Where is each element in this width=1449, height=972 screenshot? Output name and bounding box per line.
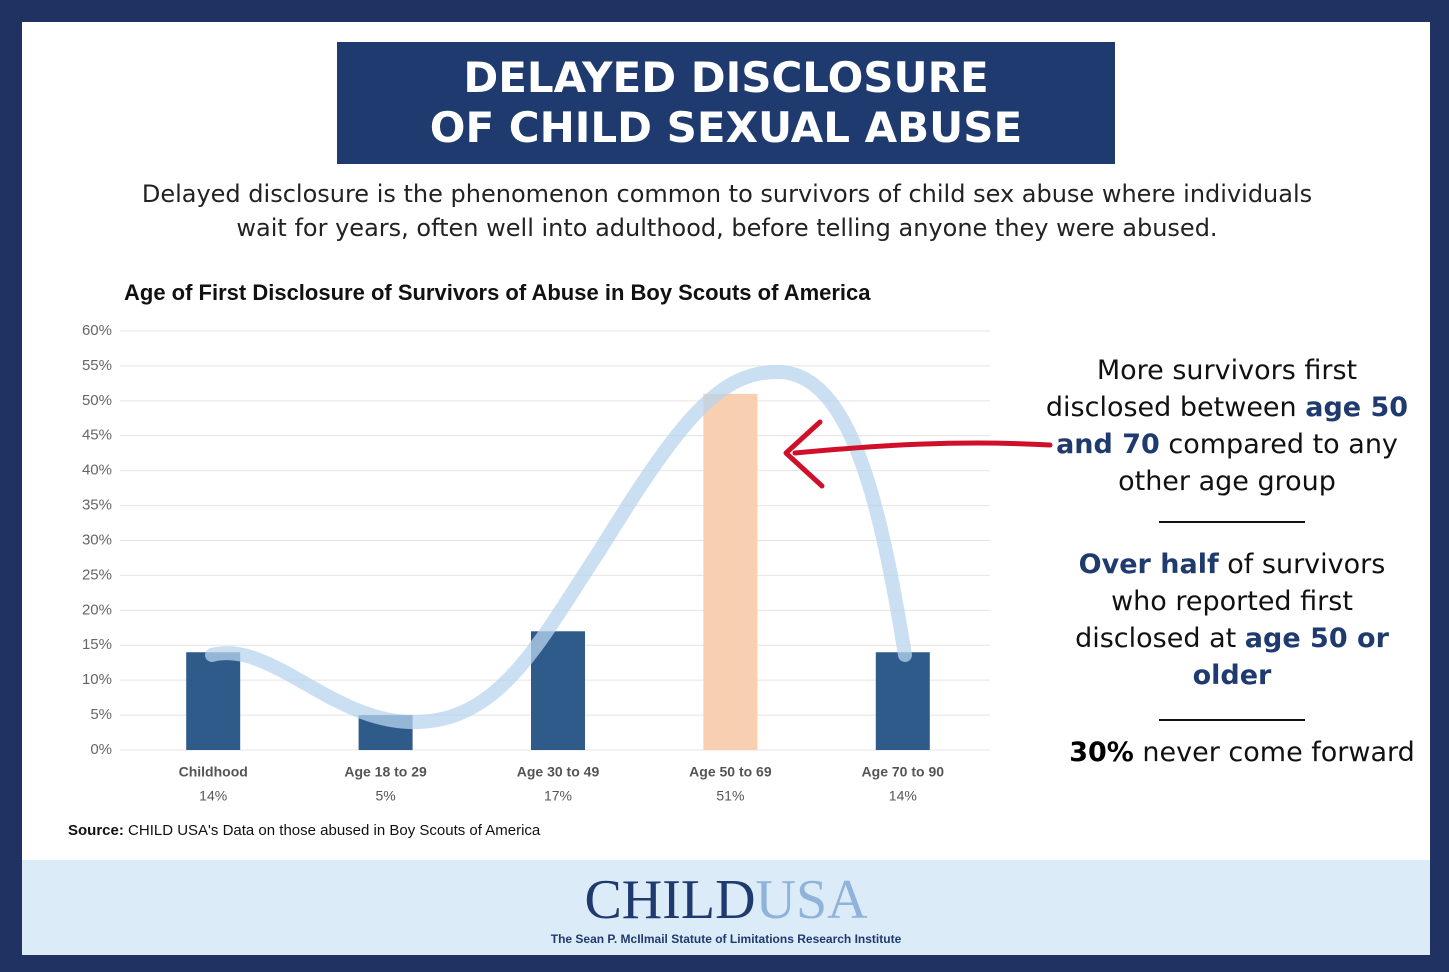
value-label: 17% (544, 788, 572, 804)
bar (186, 652, 240, 750)
arrow (795, 443, 1050, 453)
y-tick-label: 40% (82, 462, 112, 479)
value-label: 5% (375, 788, 395, 804)
bars (186, 394, 930, 750)
y-tick-label: 0% (90, 741, 112, 758)
y-tick-label: 5% (90, 706, 112, 723)
bar (703, 394, 757, 750)
y-tick-label: 50% (82, 392, 112, 409)
value-label: 14% (199, 788, 227, 804)
chart-title: Age of First Disclosure of Survivors of … (124, 280, 871, 305)
y-tick-label: 15% (82, 636, 112, 653)
value-label: 14% (889, 788, 917, 804)
y-tick-label: 55% (82, 357, 112, 374)
x-tick-label: Age 30 to 49 (517, 764, 600, 780)
y-tick-label: 20% (82, 601, 112, 618)
value-label: 51% (716, 788, 744, 804)
y-tick-label: 45% (82, 427, 112, 444)
y-tick-label: 25% (82, 566, 112, 583)
y-tick-label: 35% (82, 497, 112, 514)
x-tick-label: Age 50 to 69 (689, 764, 772, 780)
x-tick-label: Childhood (179, 764, 248, 780)
y-tick-label: 10% (82, 671, 112, 688)
page: DELAYED DISCLOSURE OF CHILD SEXUAL ABUSE… (0, 0, 1449, 972)
chart: Age of First Disclosure of Survivors of … (0, 0, 1449, 972)
x-tick-label: Age 18 to 29 (344, 764, 427, 780)
bar (876, 652, 930, 750)
y-tick-label: 30% (82, 531, 112, 548)
y-tick-label: 60% (82, 322, 112, 339)
x-tick-label: Age 70 to 90 (862, 764, 945, 780)
